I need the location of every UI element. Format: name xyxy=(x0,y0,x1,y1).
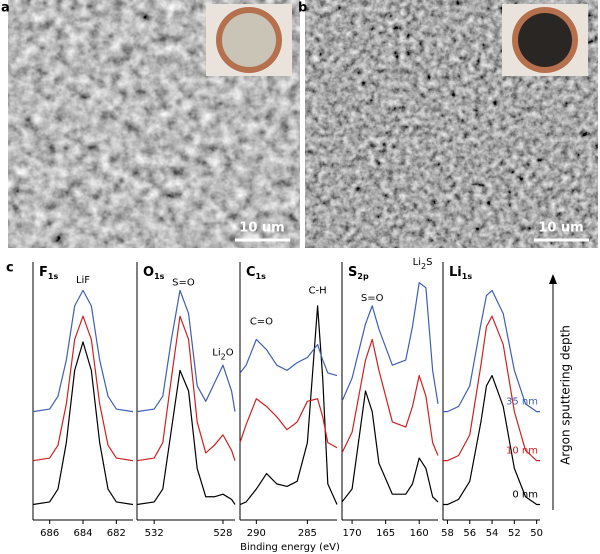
panel-title-part: 2p xyxy=(357,272,369,281)
panel-title-part: 1s xyxy=(154,272,165,281)
peak-label-part: S xyxy=(426,257,432,268)
x-tick-label: 290 xyxy=(247,528,266,539)
scale-bar-label: 10 um xyxy=(239,221,284,236)
x-tick-label: 684 xyxy=(73,528,92,539)
x-axis-label: Binding energy (eV) xyxy=(240,542,340,553)
peak-label: S=O xyxy=(361,293,384,304)
panel-title: S2p xyxy=(348,265,369,282)
spectrum xyxy=(341,390,439,503)
panel-title-part: 1s xyxy=(48,272,59,281)
spectrum xyxy=(32,289,134,413)
spectrum xyxy=(136,315,236,462)
depth-label: Argon sputtering depth xyxy=(559,325,573,465)
spectrum xyxy=(239,305,338,506)
x-tick-label: 54 xyxy=(486,528,499,539)
panel-title-part: 1s xyxy=(462,272,473,281)
depth-arrowhead xyxy=(549,274,557,284)
peak-label-part: C=O xyxy=(250,316,273,327)
panel-title-part: 1s xyxy=(256,272,267,281)
panel-title-part: O xyxy=(143,265,154,280)
panel-title: C1s xyxy=(246,265,266,282)
inset-photo-b xyxy=(502,4,588,76)
panel-title: F1s xyxy=(39,265,58,282)
spectrum xyxy=(239,398,338,449)
spectrum xyxy=(341,282,439,404)
spectrum xyxy=(443,289,540,413)
spectrum xyxy=(239,338,338,377)
peak-label-part: LiF xyxy=(76,275,90,286)
peak-label-part: S=O xyxy=(172,278,195,289)
x-tick-label: 165 xyxy=(376,528,395,539)
x-tick-label: 50 xyxy=(530,528,543,539)
series-label: 10 nm xyxy=(506,446,538,457)
peak-label-part: Li xyxy=(212,347,220,358)
x-tick-label: 52 xyxy=(508,528,521,539)
x-tick-label: 170 xyxy=(343,528,362,539)
panel-title-part: C xyxy=(246,265,256,280)
peak-label: Li2O xyxy=(212,347,233,361)
peak-label-part: 2 xyxy=(221,352,226,361)
x-tick-label: 682 xyxy=(107,528,126,539)
panel-letter: c xyxy=(6,261,14,276)
spectrum xyxy=(32,341,134,506)
peak-label: C-H xyxy=(309,285,327,296)
panel-title: O1s xyxy=(143,265,165,282)
peak-label: S=O xyxy=(172,278,195,289)
series-label: 0 nm xyxy=(512,490,538,501)
peak-label: LiF xyxy=(76,275,90,286)
peak-label: C=O xyxy=(250,316,273,327)
x-tick-label: 58 xyxy=(441,528,454,539)
panel-title-part: Li xyxy=(449,265,462,280)
spectrum xyxy=(32,315,134,462)
spectrum xyxy=(443,315,540,462)
inset-photo-a xyxy=(206,4,292,76)
spectrum xyxy=(443,374,540,506)
peak-label-part: S=O xyxy=(361,293,384,304)
x-tick-label: 532 xyxy=(145,528,164,539)
series-label: 35 nm xyxy=(506,397,538,408)
panel-title-part: S xyxy=(348,265,357,280)
panel-title-part: F xyxy=(39,265,48,280)
x-tick-label: 528 xyxy=(213,528,232,539)
peak-label: Li2S xyxy=(413,257,433,271)
spectrum xyxy=(136,289,236,413)
panel-title: Li1s xyxy=(449,265,472,282)
peak-label-part: C-H xyxy=(309,285,327,296)
x-tick-label: 686 xyxy=(40,528,59,539)
peak-label-part: 2 xyxy=(421,262,426,271)
peak-label-part: Li xyxy=(413,257,421,268)
peak-label-part: O xyxy=(226,347,234,358)
x-tick-label: 160 xyxy=(410,528,429,539)
panel-letter: b xyxy=(298,1,307,16)
x-tick-label: 285 xyxy=(298,528,317,539)
spectrum xyxy=(136,369,236,506)
x-tick-label: 56 xyxy=(463,528,476,539)
panel-letter: a xyxy=(1,1,10,16)
scale-bar-label: 10 um xyxy=(538,221,583,236)
spectrum xyxy=(341,338,439,456)
